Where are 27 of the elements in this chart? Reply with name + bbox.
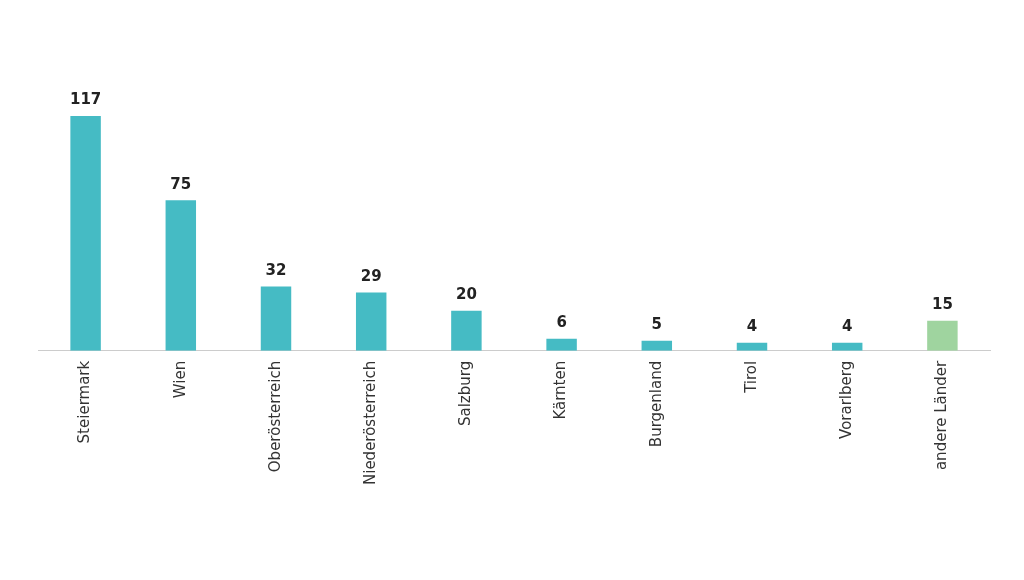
x-tick-label: Tirol [741,360,760,394]
x-tick-label: Niederösterreich [361,360,380,486]
data-label: 75 [170,174,192,193]
x-tick-label: Kärnten [551,360,570,420]
data-label: 117 [69,90,102,109]
data-label: 20 [455,285,477,304]
x-tick-label: Wien [170,360,189,399]
data-label: 5 [651,315,663,334]
x-tick-label: Oberösterreich [265,360,284,473]
bar [165,200,197,351]
bar [70,116,101,351]
data-label: 32 [265,260,287,279]
data-label: 6 [556,313,567,332]
bar [451,310,482,351]
x-tick-label: Burgenland [646,360,665,448]
bar [927,320,958,351]
bar [546,338,577,351]
data-label: 15 [931,295,953,314]
data-label: 4 [746,317,758,336]
x-tick-label: Vorarlberg [837,360,856,439]
x-tick-label: Steiermark [75,360,94,444]
x-tick-label: Salzburg [456,360,475,427]
bar [355,292,387,351]
x-tick-label: andere Länder [932,359,951,471]
bar [260,286,292,351]
data-label: 4 [841,317,853,336]
data-label: 29 [360,267,382,285]
